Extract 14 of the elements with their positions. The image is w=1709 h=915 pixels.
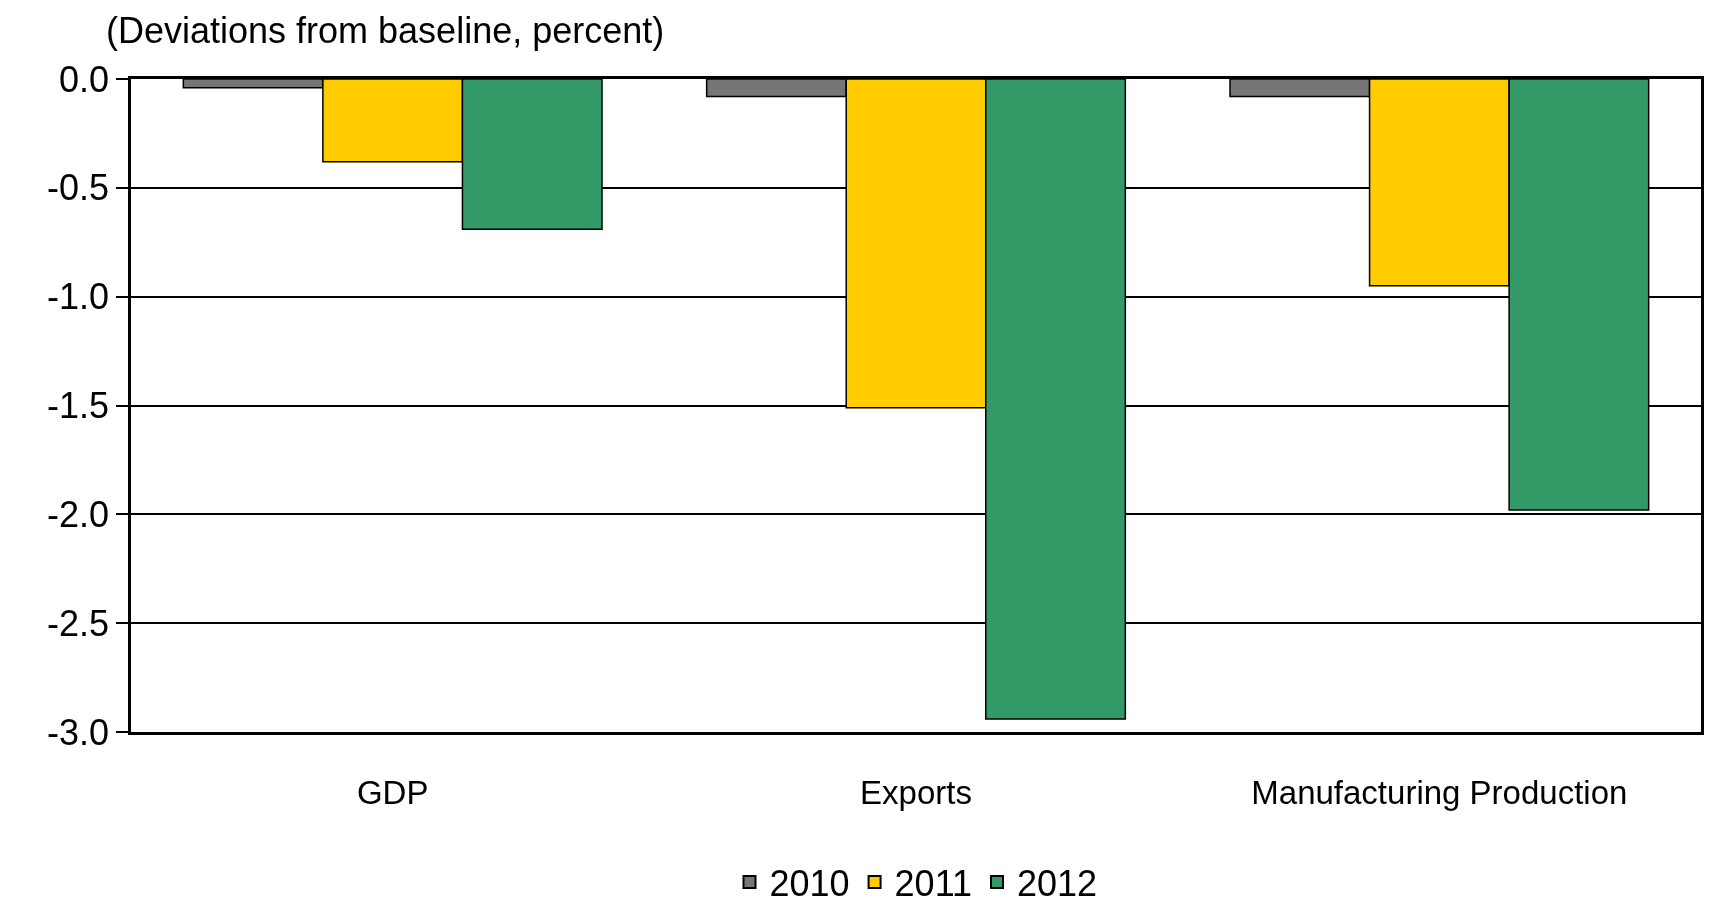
legend-label: 2011	[894, 863, 973, 905]
y-tick-label: -1.5	[47, 385, 110, 427]
y-tick-label: -2.5	[47, 602, 110, 644]
y-tick-label: -3.0	[47, 711, 110, 753]
x-tick-label: GDP	[356, 774, 429, 812]
x-tick-label: Exports	[860, 774, 972, 812]
legend-label: 2012	[1017, 863, 1098, 905]
y-tick-label: 0.0	[59, 58, 110, 100]
y-tick-label: -1.0	[47, 276, 110, 318]
legend-label: 2010	[769, 863, 850, 905]
y-axis-title: (Deviations from baseline, percent)	[106, 10, 665, 51]
y-tick-label: -2.0	[47, 493, 110, 535]
y-tick-label: -0.5	[47, 167, 110, 209]
x-tick-label: Manufacturing Production	[1251, 774, 1628, 812]
